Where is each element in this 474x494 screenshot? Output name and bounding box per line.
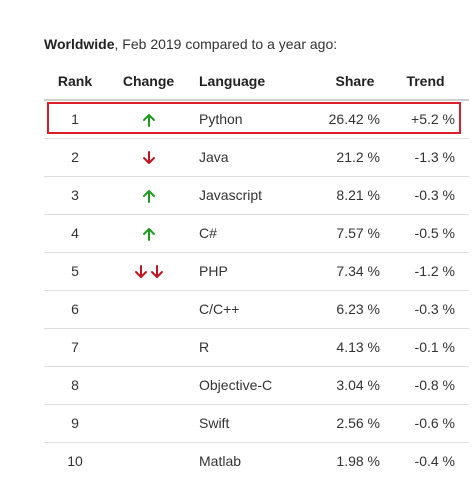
change-cell (106, 443, 191, 494)
rank-cell: 4 (71, 225, 79, 241)
share-cell: 7.34 % (336, 263, 380, 279)
trend-cell: -0.1 % (414, 339, 455, 355)
caption-region: Worldwide (44, 36, 115, 52)
rank-cell: 9 (71, 415, 79, 431)
share-cell: 4.13 % (336, 339, 380, 355)
trend-cell: -0.5 % (414, 225, 455, 241)
table-body: 1 Python 26.42 % +5.2 % 2 Java 21.2 % -1.3 % 3 Ja… (44, 99, 469, 480)
share-cell: 2.56 % (336, 415, 380, 431)
change-cell (106, 101, 191, 141)
table-row: 5 PHP 7.34 % -1.2 % (44, 252, 469, 290)
rank-cell: 6 (71, 301, 79, 317)
share-cell: 1.98 % (336, 453, 380, 469)
table-row: 7 R 4.13 % -0.1 % (44, 328, 469, 366)
table-row: 10 Matlab 1.98 % -0.4 % (44, 442, 469, 480)
change-cell (106, 139, 191, 179)
share-cell: 8.21 % (336, 187, 380, 203)
arrow-up-icon (142, 227, 155, 241)
change-cell (106, 253, 191, 293)
trend-cell: -0.8 % (414, 377, 455, 393)
arrow-up-icon (142, 113, 155, 127)
language-cell: Matlab (199, 453, 242, 469)
trend-cell: -0.4 % (414, 453, 455, 469)
arrow-up-icon (142, 189, 155, 203)
table-row: 8 Objective-C 3.04 % -0.8 % (44, 366, 469, 404)
rank-cell: 3 (71, 187, 79, 203)
table-header-row: Rank Change Language Share Trend (44, 63, 469, 99)
header-trend: Trend (406, 73, 445, 89)
language-cell: R (199, 339, 210, 355)
trend-cell: -0.3 % (414, 301, 455, 317)
trend-cell: -0.3 % (414, 187, 455, 203)
header-rank: Rank (57, 73, 93, 89)
table-row: 9 Swift 2.56 % -0.6 % (44, 404, 469, 442)
caption-period: , Feb 2019 compared to a year ago: (114, 36, 338, 52)
arrow-down-icon (134, 264, 147, 278)
arrow-down-icon (142, 150, 155, 164)
language-cell: C# (199, 225, 217, 241)
share-cell: 7.57 % (336, 225, 380, 241)
language-cell: PHP (199, 263, 228, 279)
share-cell: 21.2 % (336, 149, 380, 165)
header-language: Language (199, 73, 266, 89)
rank-cell: 7 (71, 339, 79, 355)
table-row: 1 Python 26.42 % +5.2 % (44, 99, 469, 138)
trend-cell: +5.2 % (411, 111, 455, 127)
language-ranking-table: Rank Change Language Share Trend 1 Python… (44, 63, 469, 480)
trend-cell: -0.6 % (414, 415, 455, 431)
language-cell: Objective-C (199, 377, 273, 393)
language-cell: Swift (199, 415, 230, 431)
rank-cell: 5 (71, 263, 79, 279)
trend-cell: -1.3 % (414, 149, 455, 165)
share-cell: 3.04 % (336, 377, 380, 393)
share-cell: 26.42 % (328, 111, 380, 127)
table-row: 2 Java 21.2 % -1.3 % (44, 138, 469, 176)
change-cell (106, 215, 191, 255)
rank-cell: 2 (71, 149, 79, 165)
rank-cell: 10 (67, 453, 83, 469)
language-cell: Javascript (199, 187, 263, 203)
header-change: Change (122, 73, 175, 89)
table-row: 3 Javascript 8.21 % -0.3 % (44, 176, 469, 214)
rank-cell: 8 (71, 377, 79, 393)
language-cell: C/C++ (199, 301, 240, 317)
header-share: Share (335, 73, 375, 89)
arrow-down-icon (150, 264, 163, 278)
language-cell: Java (199, 149, 229, 165)
change-cell (106, 177, 191, 217)
share-cell: 6.23 % (336, 301, 380, 317)
table-row: 6 C/C++ 6.23 % -0.3 % (44, 290, 469, 328)
table-row: 4 C# 7.57 % -0.5 % (44, 214, 469, 252)
rank-cell: 1 (71, 111, 79, 127)
table-caption: Worldwide, Feb 2019 compared to a year a… (44, 36, 337, 52)
trend-cell: -1.2 % (414, 263, 455, 279)
language-cell: Python (199, 111, 243, 127)
